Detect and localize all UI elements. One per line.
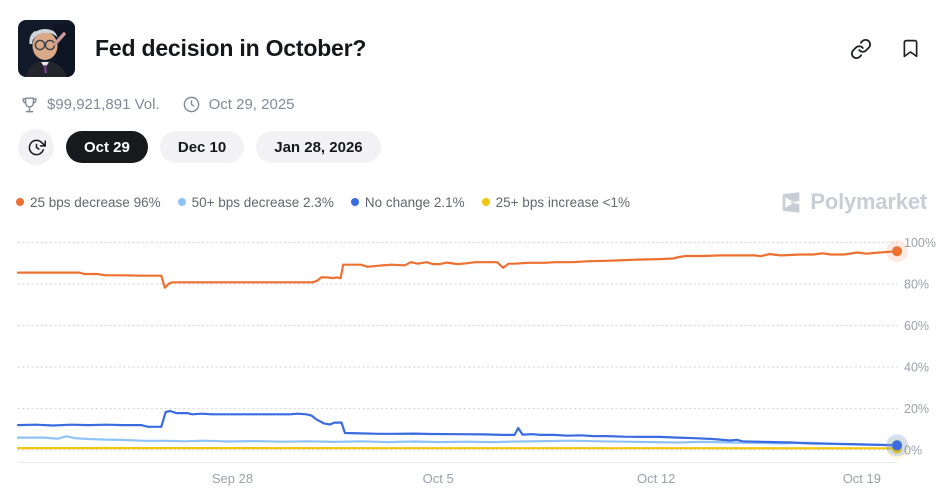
clock-icon — [183, 96, 199, 113]
legend-label: 50+ bps decrease 2.3% — [191, 194, 334, 210]
legend-label: 25+ bps increase <1% — [495, 194, 630, 210]
tab-dec-10[interactable]: Dec 10 — [159, 131, 245, 163]
series-line-50-bps-decrease — [16, 435, 899, 447]
series-line-25-bps-decrease — [16, 250, 899, 289]
bookmark-button[interactable] — [898, 36, 923, 61]
header-actions — [848, 36, 929, 62]
volume-value: $99,921,891 Vol. — [47, 96, 160, 113]
end-date-stat: Oct 29, 2025 — [182, 95, 295, 114]
legend-dot-light-blue — [177, 198, 186, 206]
market-header: Fed decision in October? — [0, 0, 947, 77]
x-axis-tick: Oct 19 — [843, 471, 881, 486]
legend-item-25-bps-decrease[interactable]: 25 bps decrease 96% — [16, 195, 161, 210]
polymarket-watermark: Polymarket — [778, 189, 931, 215]
link-icon — [851, 38, 871, 59]
x-axis-tick: Oct 12 — [637, 471, 675, 486]
volume-stat: $99,921,891 Vol. — [20, 95, 160, 114]
x-axis-tick: Oct 5 — [423, 471, 454, 486]
legend-label: 25 bps decrease 96% — [30, 194, 161, 210]
bookmark-icon — [903, 39, 918, 58]
powell-portrait-image — [18, 20, 75, 77]
watermark-text: Polymarket — [810, 189, 927, 214]
legend-dot-blue — [350, 198, 359, 206]
legend-dot-orange — [16, 198, 24, 206]
legend-item-50-bps-decrease[interactable]: 50+ bps decrease 2.3% — [177, 194, 334, 210]
tab-oct-29[interactable]: Oct 29 — [66, 131, 148, 163]
market-stats: $99,921,891 Vol. Oct 29, 2025 — [0, 77, 947, 114]
legend-row: 25 bps decrease 96% 50+ bps decrease 2.3… — [0, 165, 947, 215]
legend-label: No change 2.1% — [364, 194, 465, 210]
series-line-no-change — [16, 409, 899, 447]
y-axis-tick: 80% — [904, 278, 929, 292]
legend-dot-yellow — [481, 198, 490, 206]
legend-item-25-bps-increase[interactable]: 25+ bps increase <1% — [481, 194, 630, 210]
history-clock-icon — [28, 139, 46, 155]
market-avatar — [18, 20, 75, 77]
history-button[interactable] — [18, 129, 54, 165]
trophy-icon — [22, 97, 37, 113]
page-title: Fed decision in October? — [95, 35, 367, 61]
y-axis-tick: 20% — [904, 402, 929, 416]
y-axis-tick: 100% — [904, 236, 936, 250]
series-end-dot-no-change — [892, 440, 902, 451]
y-axis-tick: 60% — [904, 319, 929, 333]
price-chart[interactable]: 0% 20% 40% 60% 80% 100% Sep 28 Oct 5 Oct 12 Oct 1… — [0, 230, 947, 496]
polymarket-logo-icon — [783, 191, 800, 213]
chart-legend: 25 bps decrease 96% 50+ bps decrease 2.3… — [16, 195, 630, 210]
y-axis-tick: 40% — [904, 361, 929, 375]
legend-item-no-change[interactable]: No change 2.1% — [350, 194, 465, 210]
x-axis-tick: Sep 28 — [212, 471, 253, 486]
tab-jan-28-2026[interactable]: Jan 28, 2026 — [256, 131, 381, 163]
y-axis-tick: 0% — [904, 444, 922, 458]
copy-link-button[interactable] — [848, 36, 874, 62]
series-end-dot-25-bps-decrease — [892, 246, 902, 257]
chart-canvas[interactable]: 0% 20% 40% 60% 80% 100% Sep 28 Oct 5 Oct 12 Oct 1… — [0, 230, 947, 496]
end-date-value: Oct 29, 2025 — [208, 96, 295, 113]
outcome-tabs: Oct 29 Dec 10 Jan 28, 2026 — [0, 114, 947, 165]
